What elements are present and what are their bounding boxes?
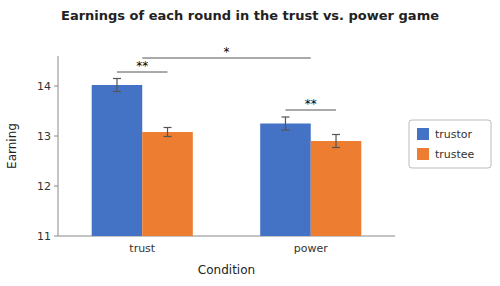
legend-frame [409,120,491,168]
y-tick [54,186,58,187]
chart-svg: Earnings of each round in the trust vs. … [0,0,500,286]
error-bar-cap [332,134,340,135]
y-axis-label: Earning [5,123,19,169]
significance-label: * [224,45,230,59]
significance-label: ** [305,97,317,111]
y-tick-label: 12 [37,180,51,193]
y-axis-line [58,56,59,236]
legend: trustor trustee [409,120,491,168]
bar [311,141,362,236]
error-bar [113,79,121,92]
error-bar-cap [332,147,340,148]
y-tick-label: 11 [37,230,51,243]
bar [92,85,143,236]
legend-label: trustor [435,128,473,141]
error-bar-cap [164,136,172,137]
y-tick [54,136,58,137]
error-bar-cap [113,78,121,79]
x-axis-label: Condition [198,263,255,277]
error-bar [332,135,340,148]
plot-area [92,79,362,237]
error-bar [281,117,289,130]
error-bar-stem [335,135,336,148]
chart-container: Earnings of each round in the trust vs. … [0,0,500,286]
error-bar-cap [164,127,172,128]
legend-label: trustee [435,148,475,161]
significance-label: ** [136,59,148,73]
error-bar-cap [281,129,289,130]
x-tick-label: trust [129,242,156,255]
x-tick-label: power [294,242,328,255]
y-tick [54,86,58,87]
error-bar-stem [167,128,168,137]
bar [260,124,311,237]
error-bar-cap [113,91,121,92]
y-tick [54,236,58,237]
y-tick-label: 13 [37,130,51,143]
error-bar-stem [285,117,286,130]
error-bar-cap [281,116,289,117]
title: Earnings of each round in the trust vs. … [61,8,439,23]
legend-swatch [417,148,429,160]
error-bar [164,128,172,137]
bar [142,132,193,236]
error-bar-stem [116,79,117,92]
legend-swatch [417,128,429,140]
y-tick-label: 14 [37,80,51,93]
